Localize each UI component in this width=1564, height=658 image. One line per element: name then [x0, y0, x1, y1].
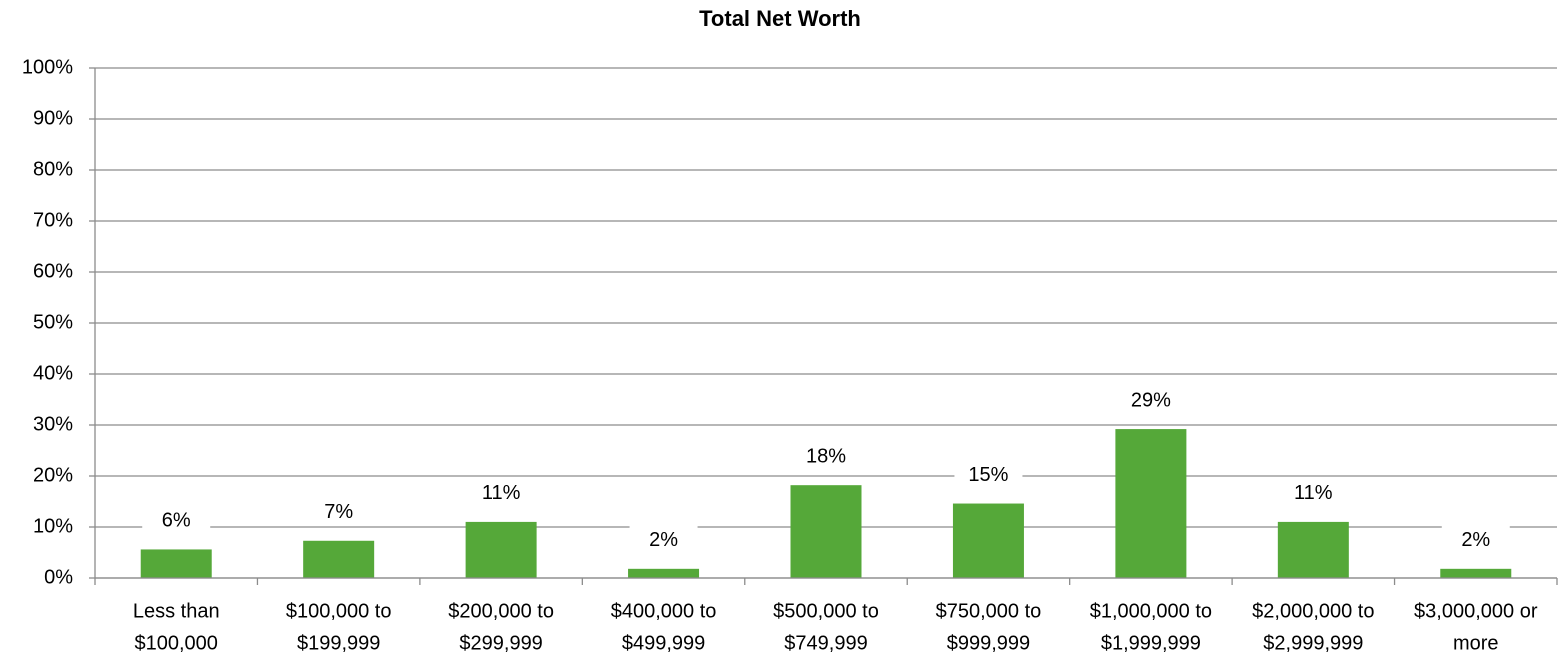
y-tick-label: 70% — [33, 209, 73, 231]
x-tick-label: $400,000 to — [611, 600, 717, 622]
bar — [952, 503, 1024, 578]
x-tick-label: $1,999,999 — [1101, 632, 1201, 654]
data-label: 2% — [1461, 529, 1490, 551]
chart-title: Total Net Worth — [699, 6, 861, 31]
x-tick-label: $750,000 to — [936, 600, 1042, 622]
x-tick-label: $100,000 to — [286, 600, 392, 622]
data-label: 7% — [324, 501, 353, 523]
bar — [1115, 429, 1187, 578]
bar — [303, 540, 375, 578]
data-label-bg — [1116, 386, 1185, 415]
y-tick-label: 60% — [33, 260, 73, 282]
y-tick-label: 30% — [33, 413, 73, 435]
data-label: 6% — [162, 510, 191, 532]
data-label-bg — [1279, 478, 1348, 507]
bar — [790, 485, 862, 578]
data-label: 15% — [968, 464, 1008, 486]
y-tick-label: 80% — [33, 158, 73, 180]
y-tick-label: 40% — [33, 362, 73, 384]
x-tick-label: $499,999 — [622, 632, 705, 654]
data-label: 18% — [806, 445, 846, 467]
x-tick-label: $2,999,999 — [1263, 632, 1363, 654]
y-tick-label: 20% — [33, 464, 73, 486]
y-tick-label: 10% — [33, 515, 73, 537]
data-label-bg — [1441, 525, 1510, 554]
y-tick-label: 50% — [33, 311, 73, 333]
y-tick-label: 90% — [33, 107, 73, 129]
x-tick-label: $299,999 — [459, 632, 542, 654]
x-tick-label: $500,000 to — [773, 600, 879, 622]
bar — [1440, 568, 1512, 578]
x-tick-label: Less than — [133, 600, 220, 622]
x-tick-label: $100,000 — [135, 632, 218, 654]
data-label: 29% — [1131, 389, 1171, 411]
bar — [1277, 521, 1349, 578]
data-label-bg — [629, 525, 698, 554]
data-label: 11% — [1294, 482, 1333, 504]
x-tick-label: more — [1453, 632, 1499, 654]
x-tick-label: $749,999 — [784, 632, 867, 654]
x-tick-label: $199,999 — [297, 632, 380, 654]
data-label-bg — [467, 478, 536, 507]
bar — [140, 549, 212, 578]
x-tick-label: $3,000,000 or — [1414, 600, 1538, 622]
data-label-bg — [792, 442, 860, 471]
y-tick-label: 0% — [44, 566, 73, 588]
x-tick-label: $1,000,000 to — [1090, 600, 1212, 622]
x-tick-label: $200,000 to — [448, 600, 554, 622]
data-label: 11% — [482, 482, 521, 504]
data-label-bg — [954, 460, 1023, 489]
data-label-bg — [304, 497, 373, 526]
data-label: 2% — [649, 529, 678, 551]
x-tick-label: $999,999 — [947, 632, 1030, 654]
x-tick-label: $2,000,000 to — [1252, 600, 1374, 622]
data-label-bg — [142, 506, 211, 535]
bar — [465, 521, 537, 578]
y-tick-label: 100% — [22, 56, 73, 78]
bar — [628, 568, 700, 578]
